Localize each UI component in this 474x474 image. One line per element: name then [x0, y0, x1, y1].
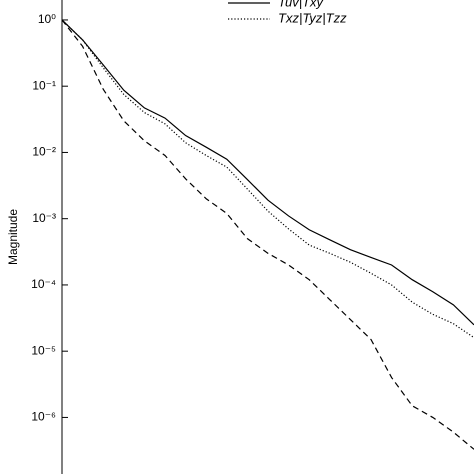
legend-label: Txz|Tyz|Tzz	[278, 10, 347, 25]
series-line	[61, 19, 474, 339]
series-line	[61, 19, 474, 326]
y-tick-label: 10⁻⁴	[31, 277, 56, 291]
y-tick-label: 10⁻³	[32, 211, 56, 225]
y-tick-label: 10⁻¹	[32, 78, 56, 92]
series-line	[61, 19, 474, 450]
y-tick-label: 10⁻⁵	[31, 343, 56, 357]
y-axis-label: Magnitude	[6, 209, 20, 265]
legend-label: Tuv|Txy	[278, 0, 325, 9]
y-tick-label: 10⁻²	[32, 145, 56, 159]
y-tick-label: 10⁻⁶	[31, 410, 56, 424]
y-tick-label: 10⁰	[38, 12, 56, 26]
